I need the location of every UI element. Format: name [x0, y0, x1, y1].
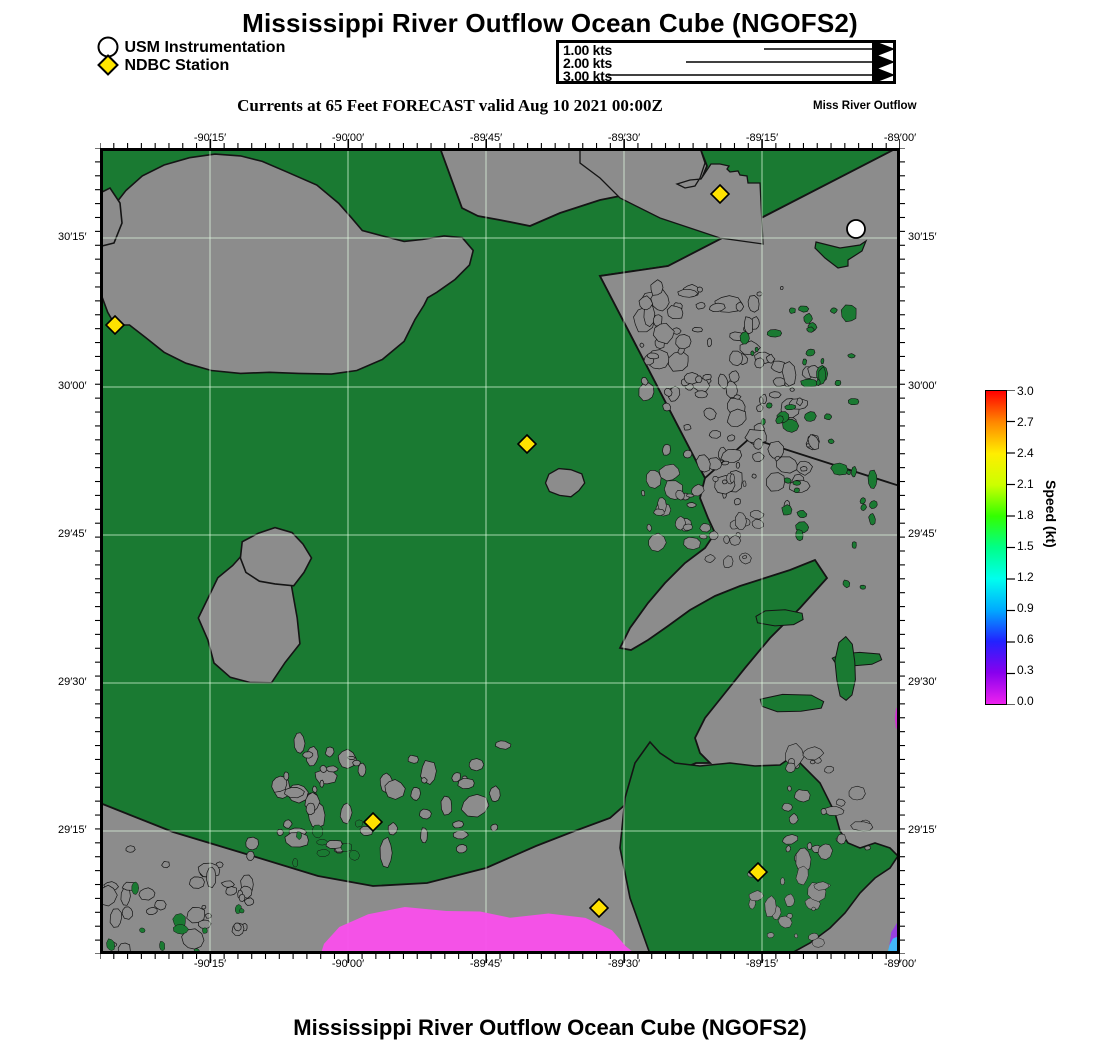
svg-text:3.00 kts: 3.00 kts: [563, 68, 612, 84]
